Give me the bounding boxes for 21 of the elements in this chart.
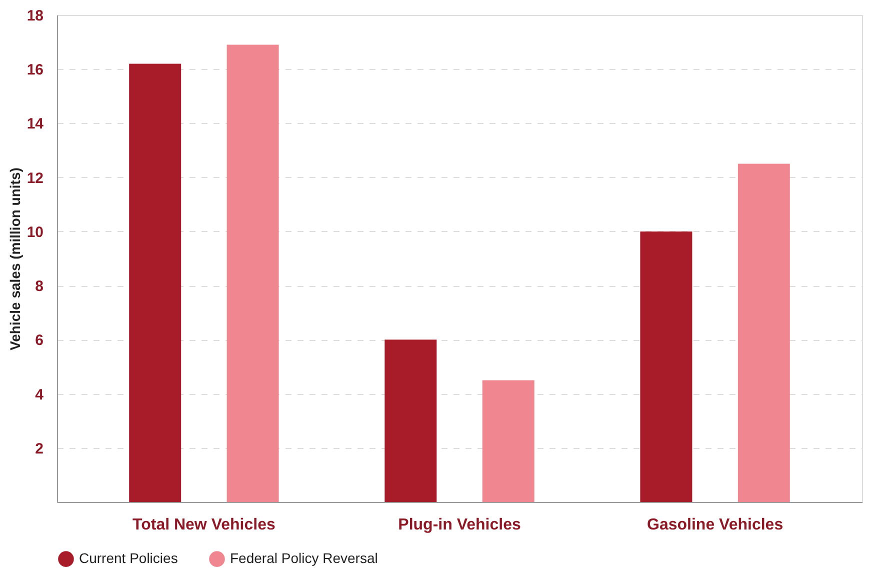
x-tick-label: Gasoline Vehicles: [647, 516, 784, 534]
y-axis-title: Vehicle sales (million units): [6, 168, 23, 350]
y-tick-label: 4: [35, 386, 44, 404]
bar: [384, 340, 437, 502]
bar: [226, 44, 279, 502]
y-tick-label: 12: [26, 170, 44, 187]
x-tick-label: Plug-in Vehicles: [398, 516, 521, 534]
y-tick-label: 16: [26, 62, 44, 79]
y-tick-label: 2: [35, 440, 44, 458]
y-tick-label: 10: [26, 224, 44, 241]
bar: [129, 64, 182, 502]
y-tick-label: 8: [35, 278, 44, 296]
bar: [482, 380, 534, 502]
x-tick-label: Total New Vehicles: [132, 516, 276, 534]
y-tick-label: 14: [26, 116, 44, 133]
bar: [640, 231, 692, 502]
y-tick-label: 6: [35, 332, 44, 350]
y-tick-label: 18: [26, 8, 44, 24]
legend-label: Federal Policy Reversal: [230, 550, 378, 566]
legend-label: Current Policies: [79, 550, 178, 566]
bar: [738, 164, 790, 502]
